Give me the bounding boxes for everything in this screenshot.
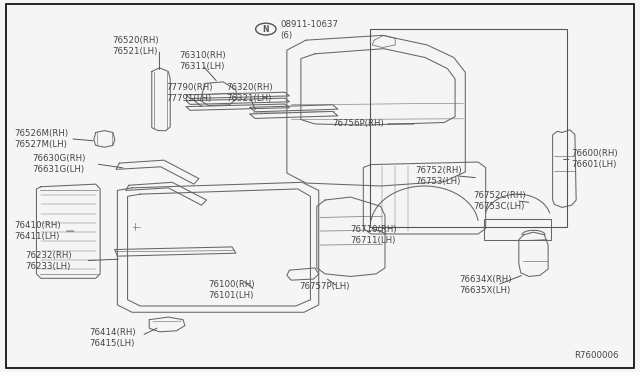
Text: 77790(RH)
77791(LH): 77790(RH) 77791(LH): [166, 83, 212, 103]
Text: 76710(RH)
76711(LH): 76710(RH) 76711(LH): [351, 225, 397, 245]
Text: R7600006: R7600006: [573, 350, 618, 359]
Text: 76100(RH)
76101(LH): 76100(RH) 76101(LH): [209, 280, 255, 300]
Text: 76752(RH)
76753(LH): 76752(RH) 76753(LH): [415, 166, 462, 186]
Text: 76634X(RH)
76635X(LH): 76634X(RH) 76635X(LH): [459, 275, 511, 295]
Text: 76756P(RH): 76756P(RH): [333, 119, 385, 128]
Text: 76410(RH)
76411(LH): 76410(RH) 76411(LH): [14, 221, 61, 241]
Text: 76232(RH)
76233(LH): 76232(RH) 76233(LH): [26, 250, 72, 271]
Text: N: N: [262, 25, 269, 33]
Text: 76310(RH)
76311(LH): 76310(RH) 76311(LH): [179, 51, 225, 71]
Text: 76526M(RH)
76527M(LH): 76526M(RH) 76527M(LH): [14, 129, 68, 149]
Text: 76600(RH)
76601(LH): 76600(RH) 76601(LH): [572, 150, 618, 170]
Text: 76630G(RH)
76631G(LH): 76630G(RH) 76631G(LH): [32, 154, 85, 174]
Text: 08911-10637
(6): 08911-10637 (6): [280, 20, 339, 40]
Text: 76414(RH)
76415(LH): 76414(RH) 76415(LH): [90, 328, 136, 348]
Text: 76320(RH)
76321(LH): 76320(RH) 76321(LH): [227, 83, 273, 103]
Text: 76752C(RH)
76753C(LH): 76752C(RH) 76753C(LH): [473, 191, 525, 211]
Text: 76520(RH)
76521(LH): 76520(RH) 76521(LH): [112, 36, 159, 56]
Text: 76757P(LH): 76757P(LH): [300, 282, 350, 291]
Bar: [370, 29, 567, 227]
